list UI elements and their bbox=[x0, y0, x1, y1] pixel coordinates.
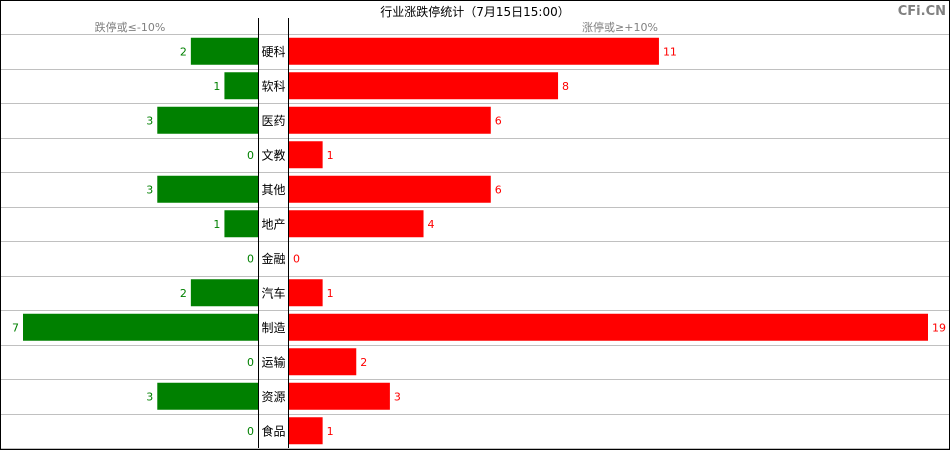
bar-down-4 bbox=[157, 175, 258, 203]
value-label-down-2: 3 bbox=[146, 114, 153, 127]
category-label-0: 硬科 bbox=[261, 45, 285, 59]
value-label-up-5: 4 bbox=[428, 218, 435, 231]
category-label-9: 运输 bbox=[261, 354, 285, 369]
bar-down-8 bbox=[23, 313, 258, 341]
bar-up-0 bbox=[289, 37, 659, 65]
bar-up-1 bbox=[289, 72, 559, 100]
value-label-down-3: 0 bbox=[247, 149, 254, 162]
category-label-4: 其他 bbox=[261, 183, 285, 197]
bar-down-2 bbox=[157, 106, 258, 134]
bar-up-8 bbox=[289, 313, 928, 341]
value-label-down-11: 0 bbox=[247, 425, 254, 438]
value-label-down-8: 7 bbox=[12, 321, 19, 334]
bar-down-7 bbox=[190, 279, 258, 307]
chart-title: 行业涨跌停统计（7月15日15:00） bbox=[380, 4, 570, 19]
labels: 硬科 2 11 软科 1 8 医药 3 6 文教 0 1 其他 3 6 地产 1 4 金融 0 0 汽车 2 1 制造 7 19 运输… bbox=[12, 45, 946, 439]
category-label-1: 软科 bbox=[261, 79, 285, 93]
bar-up-7 bbox=[289, 279, 323, 307]
category-label-6: 金融 bbox=[261, 251, 285, 266]
value-label-down-9: 0 bbox=[247, 356, 254, 369]
category-label-5: 地产 bbox=[261, 217, 285, 231]
value-label-up-8: 19 bbox=[932, 321, 946, 334]
value-label-up-6: 0 bbox=[293, 252, 300, 265]
value-label-up-9: 2 bbox=[360, 356, 367, 369]
category-label-8: 制造 bbox=[261, 321, 285, 335]
category-label-7: 汽车 bbox=[261, 285, 285, 300]
left-header: 跌停或≤-10% bbox=[95, 20, 166, 34]
value-label-down-6: 0 bbox=[247, 252, 254, 265]
value-label-up-3: 1 bbox=[327, 149, 334, 162]
grid-lines bbox=[1, 18, 949, 449]
bar-up-9 bbox=[289, 348, 357, 376]
bar-up-3 bbox=[289, 141, 323, 169]
value-label-down-7: 2 bbox=[180, 287, 187, 300]
value-label-down-4: 3 bbox=[146, 183, 153, 196]
bar-up-11 bbox=[289, 417, 323, 445]
value-label-up-2: 6 bbox=[495, 114, 502, 127]
value-label-up-7: 1 bbox=[327, 287, 334, 300]
bar-up-2 bbox=[289, 106, 491, 134]
value-label-up-10: 3 bbox=[394, 390, 401, 403]
right-header: 涨停或≥+10% bbox=[582, 20, 658, 34]
bar-up-5 bbox=[289, 210, 424, 238]
category-label-10: 资源 bbox=[261, 390, 285, 404]
category-label-2: 医药 bbox=[261, 114, 285, 128]
value-label-up-11: 1 bbox=[327, 425, 334, 438]
value-label-down-10: 3 bbox=[146, 390, 153, 403]
category-label-3: 文教 bbox=[261, 147, 285, 162]
bar-up-10 bbox=[289, 382, 390, 410]
value-label-up-0: 11 bbox=[663, 45, 677, 58]
value-label-up-1: 8 bbox=[562, 80, 569, 93]
bar-down-10 bbox=[157, 382, 258, 410]
value-label-up-4: 6 bbox=[495, 183, 502, 196]
bar-down-1 bbox=[224, 72, 258, 100]
value-label-down-1: 1 bbox=[213, 80, 220, 93]
category-label-11: 食品 bbox=[261, 423, 285, 438]
bar-up-4 bbox=[289, 175, 491, 203]
watermark-logo: CFi.CN bbox=[898, 4, 946, 19]
bar-down-5 bbox=[224, 210, 258, 238]
value-label-down-5: 1 bbox=[213, 218, 220, 231]
bars bbox=[23, 37, 928, 445]
value-label-down-0: 2 bbox=[180, 45, 187, 58]
bar-down-0 bbox=[190, 37, 258, 65]
